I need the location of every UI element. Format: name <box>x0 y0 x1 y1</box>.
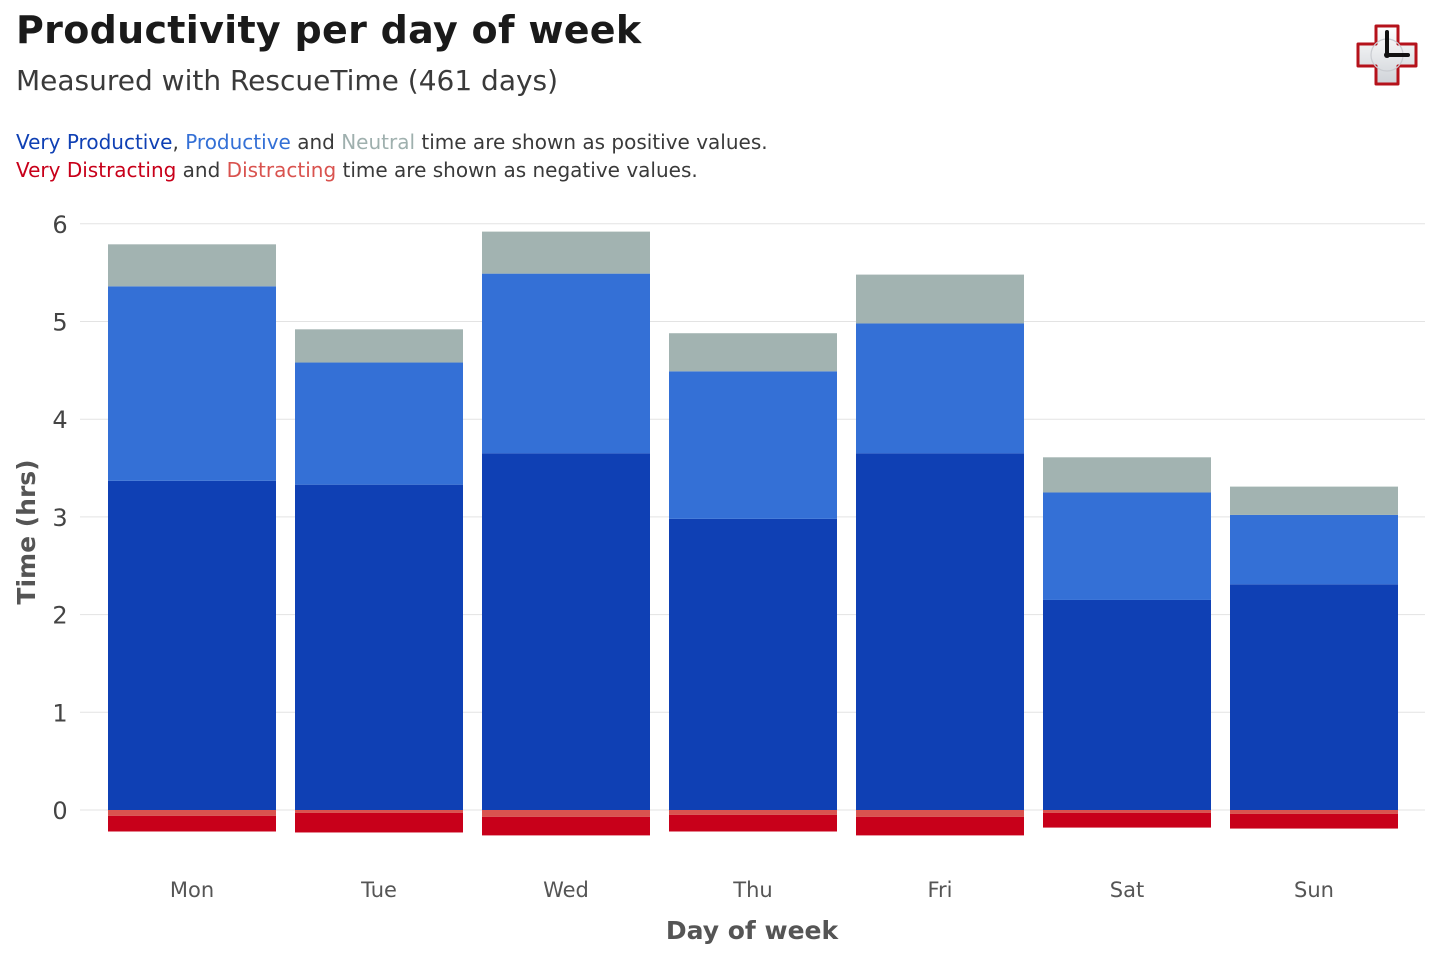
bar-neutral-tue <box>295 329 463 363</box>
legend-very-distracting: Very Distracting <box>16 158 177 182</box>
x-tick-label-wed: Wed <box>543 878 589 902</box>
y-tick-label: 6 <box>52 211 67 239</box>
bar-distracting-wed <box>482 810 650 817</box>
legend-negative-suffix: time are shown as negative values. <box>342 158 698 182</box>
bar-very-distracting-sat <box>1043 812 1211 828</box>
bar-distracting-sat <box>1043 810 1211 813</box>
legend-and-2: and <box>182 158 221 182</box>
rescuetime-logo-icon <box>1356 24 1418 86</box>
bar-very-productive-sat <box>1043 599 1211 810</box>
bar-productive-mon <box>108 286 276 481</box>
bar-very-productive-sun <box>1230 584 1398 810</box>
legend-positive-suffix: time are shown as positive values. <box>421 130 768 154</box>
legend-comma: , <box>172 130 179 154</box>
bar-neutral-mon <box>108 244 276 287</box>
bar-neutral-sat <box>1043 457 1211 493</box>
y-axis-title: Time (hrs) <box>12 459 41 604</box>
bar-productive-tue <box>295 362 463 485</box>
bar-very-distracting-fri <box>856 816 1024 836</box>
legend-negative-line: Very Distracting and Distracting time ar… <box>16 158 698 182</box>
legend-and-1: and <box>297 130 335 154</box>
bar-very-productive-thu <box>669 518 837 810</box>
legend-neutral: Neutral <box>341 130 416 154</box>
x-tick-label-fri: Fri <box>927 878 952 902</box>
y-tick-label: 2 <box>52 602 67 630</box>
chart-title: Productivity per day of week <box>16 8 642 52</box>
bar-distracting-fri <box>856 810 1024 817</box>
bar-productive-sun <box>1230 514 1398 585</box>
bar-very-productive-wed <box>482 453 650 810</box>
bar-very-productive-tue <box>295 484 463 810</box>
y-tick-label: 0 <box>52 797 67 825</box>
x-tick-label-tue: Tue <box>360 878 397 902</box>
bar-very-distracting-thu <box>669 814 837 832</box>
bar-productive-thu <box>669 371 837 519</box>
x-tick-label-sun: Sun <box>1294 878 1334 902</box>
bar-very-distracting-wed <box>482 816 650 836</box>
legend-productive: Productive <box>185 130 291 154</box>
bar-neutral-wed <box>482 231 650 274</box>
x-tick-label-sat: Sat <box>1110 878 1144 902</box>
y-axis-ticks: 0 1 2 3 4 5 6 <box>52 211 67 825</box>
bar-productive-wed <box>482 273 650 454</box>
y-tick-label: 4 <box>52 406 67 434</box>
chart-subtitle: Measured with RescueTime (461 days) <box>16 64 559 97</box>
bar-very-productive-mon <box>108 480 276 810</box>
legend-very-productive: Very Productive <box>16 130 173 154</box>
bar-distracting-tue <box>295 810 463 813</box>
bar-distracting-sun <box>1230 810 1398 814</box>
bars <box>108 231 1398 836</box>
y-tick-label: 3 <box>52 504 67 532</box>
bar-very-productive-fri <box>856 453 1024 810</box>
bar-distracting-mon <box>108 810 276 816</box>
x-axis-ticks: Mon Tue Wed Thu Fri Sat Sun <box>170 878 1334 902</box>
bar-very-distracting-sun <box>1230 813 1398 829</box>
bar-very-distracting-tue <box>295 812 463 833</box>
x-tick-label-mon: Mon <box>170 878 214 902</box>
y-tick-label: 5 <box>52 309 67 337</box>
x-axis-title: Day of week <box>666 916 840 945</box>
bar-neutral-sun <box>1230 486 1398 515</box>
bar-neutral-thu <box>669 333 837 372</box>
bar-productive-fri <box>856 323 1024 454</box>
x-tick-label-thu: Thu <box>732 878 772 902</box>
bar-productive-sat <box>1043 492 1211 600</box>
y-tick-label: 1 <box>52 699 67 727</box>
legend-positive-line: Very Productive, Productive and Neutral … <box>16 130 768 154</box>
bar-very-distracting-mon <box>108 815 276 832</box>
bar-neutral-fri <box>856 274 1024 324</box>
legend-distracting: Distracting <box>226 158 337 182</box>
bar-distracting-thu <box>669 810 837 815</box>
